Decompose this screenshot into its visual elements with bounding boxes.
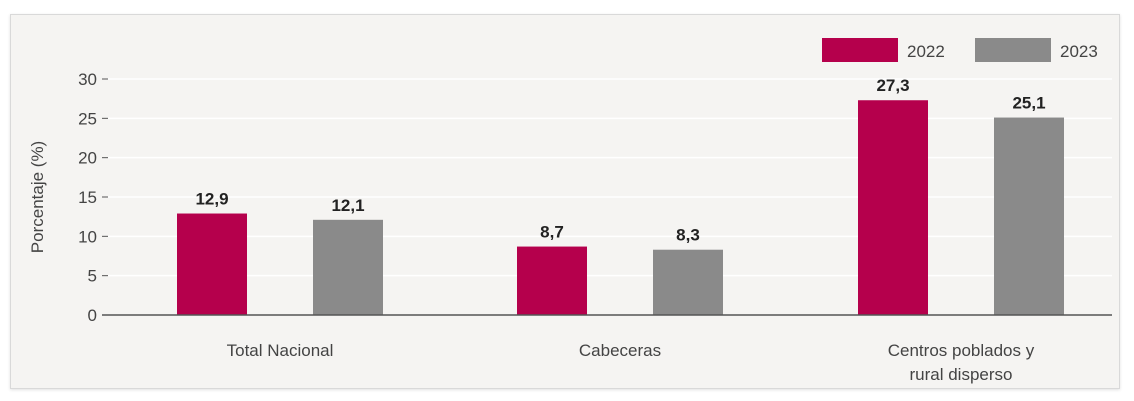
legend-swatch-2022 [822,38,898,62]
x-tick-label: Total Nacional [227,341,334,360]
y-tick-label: 30 [78,70,97,89]
y-tick-label: 25 [78,109,97,128]
x-tick-label: Cabeceras [579,341,661,360]
bar-2023-2 [653,249,723,315]
legend-label: 2022 [907,42,945,61]
legend-swatch-2023 [975,38,1051,62]
x-tick-label: Centros poblados y [888,341,1035,360]
data-label: 8,7 [540,223,564,242]
legend-label: 2023 [1060,42,1098,61]
data-label: 12,1 [331,196,364,215]
x-tick-label: rural disperso [910,365,1013,384]
y-tick-label: 15 [78,188,97,207]
bar-2023-1 [313,219,383,315]
bar-2022-2 [517,246,587,315]
bar-2022-3 [858,100,928,316]
y-tick-label: 20 [78,149,97,168]
y-tick-label: 5 [88,267,97,286]
chart-frame [10,14,1120,389]
y-axis-label: Porcentaje (%) [28,141,47,253]
y-tick-label: 10 [78,227,97,246]
bar-2023-3 [994,117,1064,316]
data-label: 12,9 [195,190,228,209]
bar-2022-1 [177,213,247,315]
data-label: 8,3 [676,226,700,245]
data-label: 27,3 [876,76,909,95]
y-tick-label: 0 [88,306,97,325]
data-label: 25,1 [1012,94,1045,113]
